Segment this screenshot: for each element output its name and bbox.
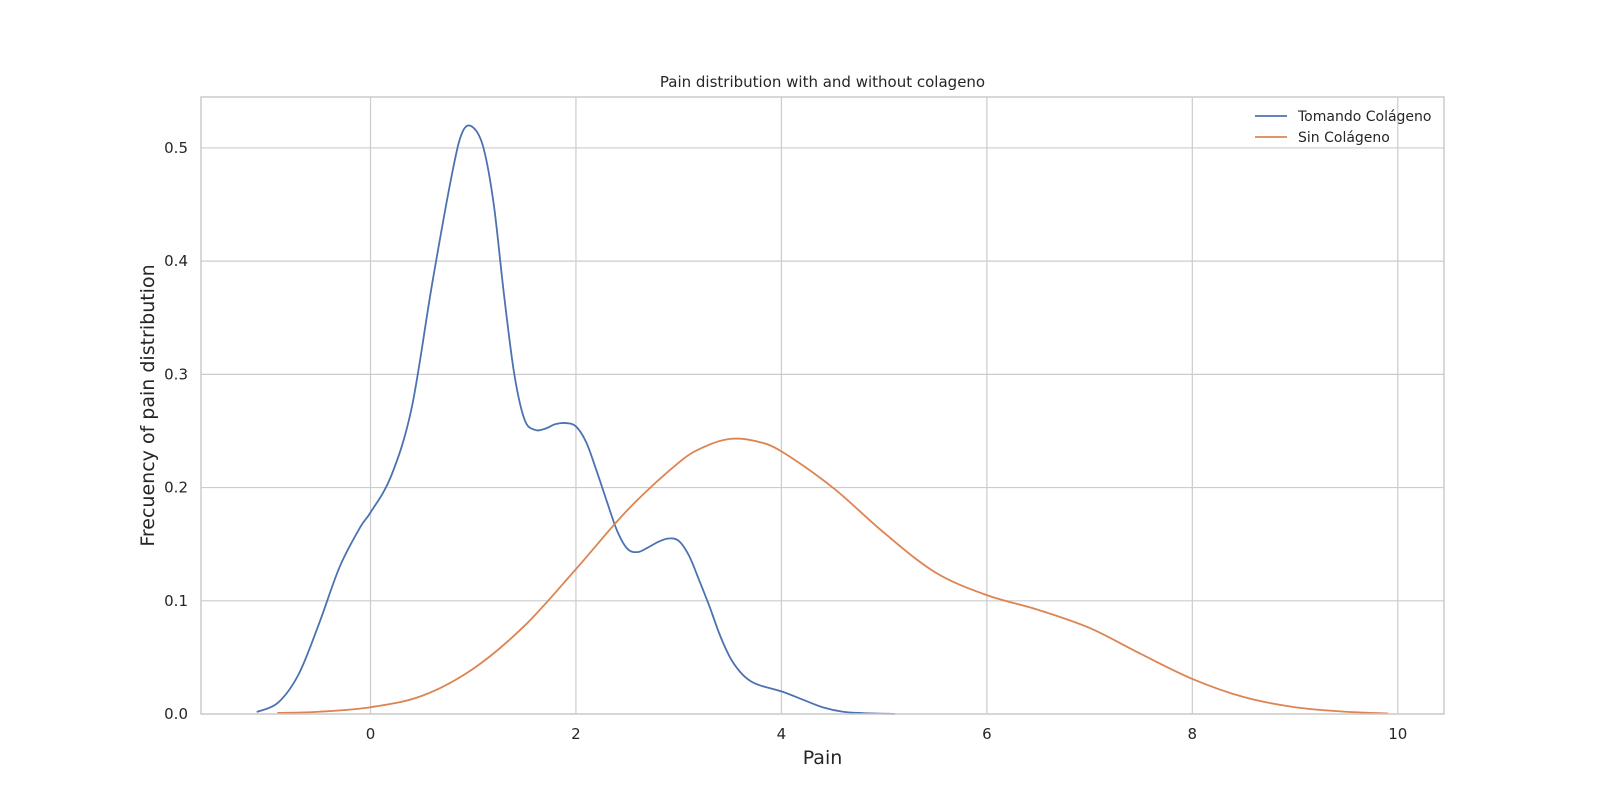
legend-label: Tomando Colágeno	[1297, 109, 1431, 125]
y-tick-label: 0.2	[164, 479, 188, 497]
grid	[201, 97, 1444, 715]
x-tick-label: 2	[571, 725, 581, 743]
x-tick-label: 10	[1388, 725, 1407, 743]
y-tick-label: 0.5	[164, 139, 188, 157]
y-axis-label: Frecuency of pain distribution	[137, 264, 159, 546]
x-tick-label: 4	[777, 725, 787, 743]
x-tick-label: 6	[982, 725, 992, 743]
legend-label: Sin Colágeno	[1298, 130, 1390, 146]
series-lines	[256, 124, 1389, 715]
plot-frame	[200, 96, 1445, 715]
chart-title: Pain distribution with and without colag…	[660, 73, 985, 91]
y-tick-label: 0.0	[164, 705, 188, 723]
x-tick-labels: 0 2 4 6 8 10	[366, 725, 1408, 743]
x-axis-label: Pain	[803, 747, 843, 769]
y-tick-label: 0.3	[164, 365, 188, 383]
y-tick-label: 0.4	[164, 252, 188, 270]
legend: Tomando Colágeno Sin Colágeno	[1255, 109, 1431, 146]
series-line-sin-colageno	[277, 437, 1389, 715]
x-tick-label: 8	[1188, 725, 1198, 743]
series-line-tomando-colageno	[256, 124, 896, 715]
x-tick-label: 0	[366, 725, 376, 743]
y-tick-labels: 0.0 0.1 0.2 0.3 0.4 0.5	[164, 139, 188, 723]
y-tick-label: 0.1	[164, 592, 188, 610]
